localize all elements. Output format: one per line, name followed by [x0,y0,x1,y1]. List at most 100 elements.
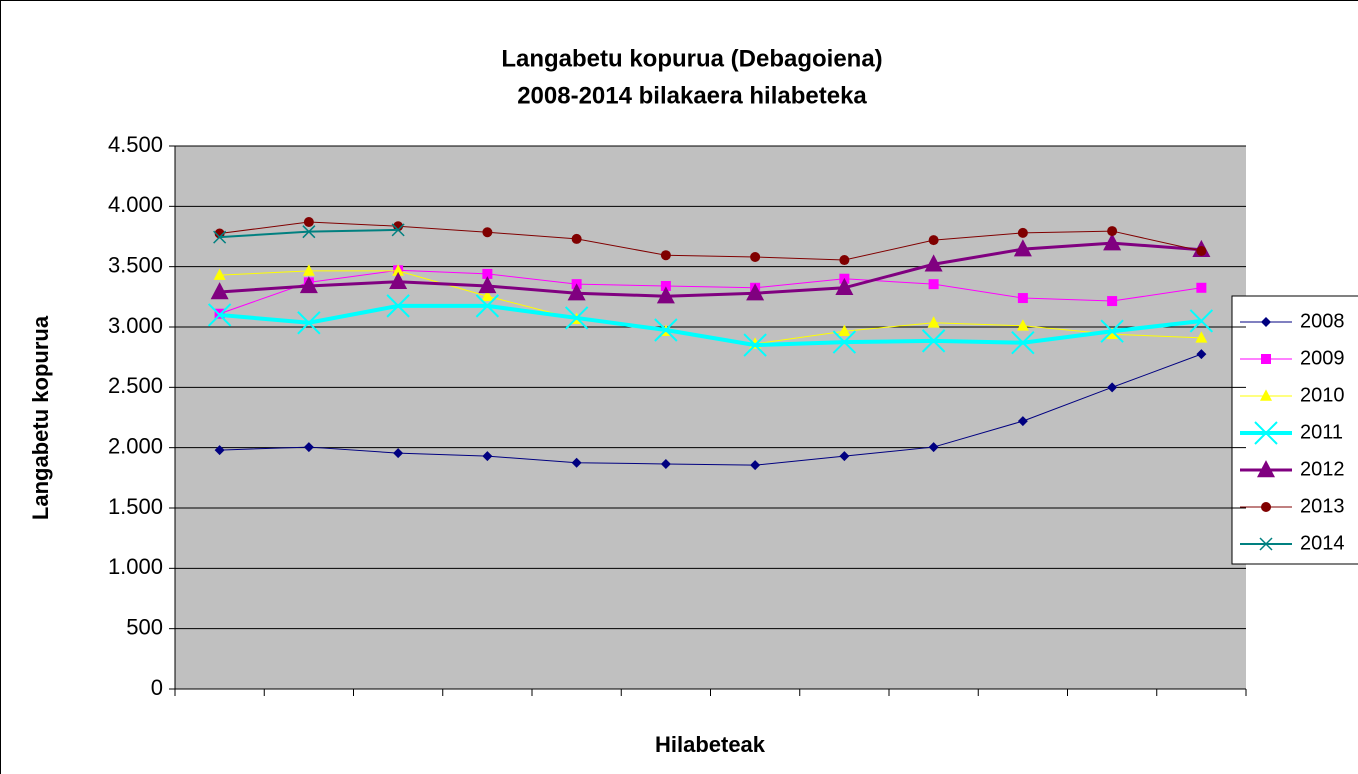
y-tick-label: 3.000 [108,313,163,338]
data-point [386,294,410,318]
series-line [219,221,1202,261]
data-point [482,227,493,238]
chart-title: Langabetu kopurua (Debagoiena) [501,45,882,72]
data-point [750,252,761,263]
series-line [219,269,1202,315]
data-point [482,451,493,462]
data-point [928,235,939,246]
data-point [1017,293,1028,304]
data-point [654,318,678,342]
data-point [302,264,315,276]
data-point [928,442,939,453]
data-point [1106,327,1119,340]
x-axis-title: Hilabeteak [655,732,766,757]
y-tick-label: 500 [126,614,163,639]
data-point [660,250,671,261]
y-tick-label: 4.500 [108,132,163,157]
data-point [838,324,851,337]
legend-label: 2011 [1300,421,1343,443]
data-point [303,217,314,228]
series-line [219,303,1202,348]
data-point [393,448,404,459]
data-point [927,316,940,328]
data-point [213,230,227,244]
data-point [392,264,405,276]
data-point [839,255,850,266]
data-point [1100,319,1124,343]
data-point [478,276,497,294]
data-point [1195,331,1208,343]
data-point [928,279,939,290]
series-line [219,241,1202,298]
legend-marker [1260,389,1272,401]
data-point [482,268,493,279]
data-point [571,457,582,468]
y-tick-label: 1.000 [108,554,163,579]
data-point [656,286,675,304]
data-point [1107,382,1118,393]
legend-marker [1261,354,1271,364]
series-line [219,353,1202,466]
legend-marker [1261,317,1271,327]
data-point [1107,296,1118,307]
data-point [1103,233,1122,251]
data-point [1017,227,1028,238]
data-point [299,276,318,294]
data-point [746,283,765,301]
legend-marker [1257,460,1275,478]
legend [1231,295,1358,565]
data-point [207,303,232,327]
data-point [297,311,321,335]
y-axis-title: Langabetu kopurua [28,315,53,520]
data-point [391,223,405,237]
data-point [1013,239,1032,257]
data-point [1016,319,1029,331]
legend-marker [1254,421,1278,445]
data-point [1011,330,1035,355]
data-point [214,445,225,456]
y-tick-label: 2.000 [108,433,163,458]
data-point [1189,309,1214,333]
legend-marker [1259,537,1273,551]
data-point [302,225,316,239]
y-tick-label: 1.500 [108,494,163,519]
data-point [839,451,850,462]
data-point [832,330,857,354]
data-point [475,294,500,318]
y-tick-label: 3.500 [108,252,163,277]
data-point [743,333,767,357]
y-tick-label: 0 [151,675,163,700]
data-point [1107,226,1118,237]
data-point [750,460,761,471]
plot-area [175,146,1246,689]
data-point [660,458,671,469]
legend-marker [1261,502,1271,512]
data-point [924,254,943,272]
data-point [210,282,229,300]
legend-label: 2012 [1300,458,1345,480]
data-point [1017,416,1028,427]
legend-label: 2013 [1300,495,1345,517]
y-tick-label: 2.500 [108,373,163,398]
legend-label: 2010 [1300,384,1345,406]
data-point [389,271,408,289]
data-point [921,329,946,353]
data-point [571,233,582,244]
data-point [303,442,314,453]
y-tick-label: 4.000 [108,192,163,217]
legend-label: 2008 [1300,310,1345,332]
data-point [567,283,586,301]
data-point [660,280,671,291]
data-point [564,306,589,330]
data-point [1196,245,1207,256]
chart-subtitle: 2008-2014 bilakaera hilabeteka [517,82,867,109]
data-point [835,277,854,295]
legend-label: 2014 [1300,532,1345,554]
data-point [481,289,494,302]
legend-label: 2009 [1300,347,1345,369]
data-point [393,221,404,232]
data-point [213,268,226,280]
data-point [1196,282,1207,293]
data-point [1196,349,1207,360]
